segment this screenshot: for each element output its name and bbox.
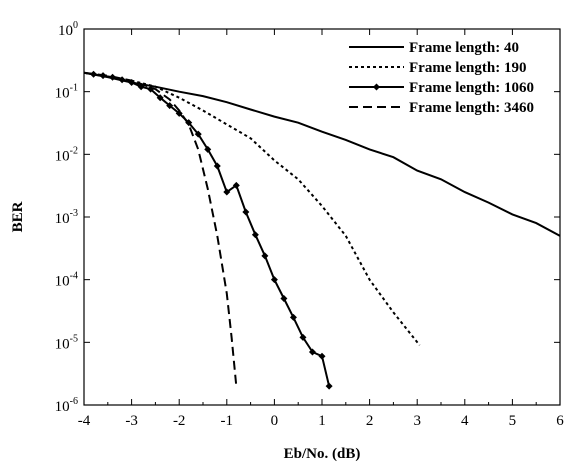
x-tick-label: 6 bbox=[556, 413, 564, 429]
x-tick-label: 2 bbox=[366, 413, 374, 429]
data-point-diamond bbox=[261, 252, 269, 260]
x-tick-label: 0 bbox=[271, 413, 279, 429]
y-tick-label: 10-5 bbox=[55, 333, 78, 352]
data-point-diamond bbox=[223, 188, 231, 196]
series-layer bbox=[83, 70, 561, 390]
x-tick-label: -2 bbox=[173, 413, 186, 429]
data-point-diamond bbox=[175, 109, 183, 117]
x-axis-label: Eb/No. (dB) bbox=[284, 446, 361, 462]
legend-label-3: Frame length: 1060 bbox=[409, 80, 534, 96]
y-axis-label: BER bbox=[10, 201, 26, 232]
data-point-diamond bbox=[325, 382, 333, 390]
data-point-diamond bbox=[318, 352, 326, 360]
data-point-diamond bbox=[289, 313, 297, 321]
series-line-4 bbox=[83, 71, 238, 387]
data-point-diamond bbox=[251, 231, 259, 239]
series-line-1 bbox=[83, 71, 561, 237]
y-tick-label: 10-6 bbox=[55, 396, 78, 415]
data-point-diamond bbox=[213, 162, 221, 170]
data-point-diamond bbox=[280, 295, 288, 303]
x-tick-label: 4 bbox=[461, 413, 469, 429]
data-point-diamond bbox=[204, 145, 212, 153]
data-point-diamond bbox=[308, 348, 316, 356]
y-tick-label: 10-2 bbox=[55, 145, 78, 164]
legend: Frame length: 40 Frame length: 190 Frame l… bbox=[349, 40, 534, 116]
data-point-diamond bbox=[156, 94, 164, 102]
legend-label-4: Frame length: 3460 bbox=[409, 100, 534, 116]
y-tick-label: 100 bbox=[58, 20, 78, 39]
data-point-diamond bbox=[90, 70, 98, 78]
data-point-diamond bbox=[232, 181, 240, 189]
x-tick-label: 5 bbox=[509, 413, 517, 429]
series-line-3 bbox=[83, 71, 331, 387]
x-tick-label: -3 bbox=[125, 413, 138, 429]
x-tick-label: -1 bbox=[221, 413, 234, 429]
axis-ticks: -4 -3 -2 -1 0 1 2 3 4 5 6 100 10-1 10-2 10-3 10-4 10-5 10… bbox=[55, 20, 565, 429]
data-point-diamond bbox=[194, 130, 202, 138]
x-tick-label: 3 bbox=[413, 413, 421, 429]
data-point-diamond bbox=[242, 208, 250, 216]
data-point-diamond bbox=[166, 102, 174, 110]
x-tick-label: 1 bbox=[318, 413, 326, 429]
y-tick-label: 10-1 bbox=[55, 83, 78, 102]
data-point-diamond bbox=[270, 276, 278, 284]
y-tick-label: 10-4 bbox=[55, 271, 78, 290]
legend-marker-diamond bbox=[373, 83, 380, 91]
legend-label-1: Frame length: 40 bbox=[409, 40, 519, 56]
data-point-diamond bbox=[299, 333, 307, 341]
y-tick-label: 10-3 bbox=[55, 208, 78, 227]
legend-label-2: Frame length: 190 bbox=[409, 60, 526, 76]
x-tick-label: -4 bbox=[78, 413, 91, 429]
series-line-2 bbox=[83, 71, 421, 346]
